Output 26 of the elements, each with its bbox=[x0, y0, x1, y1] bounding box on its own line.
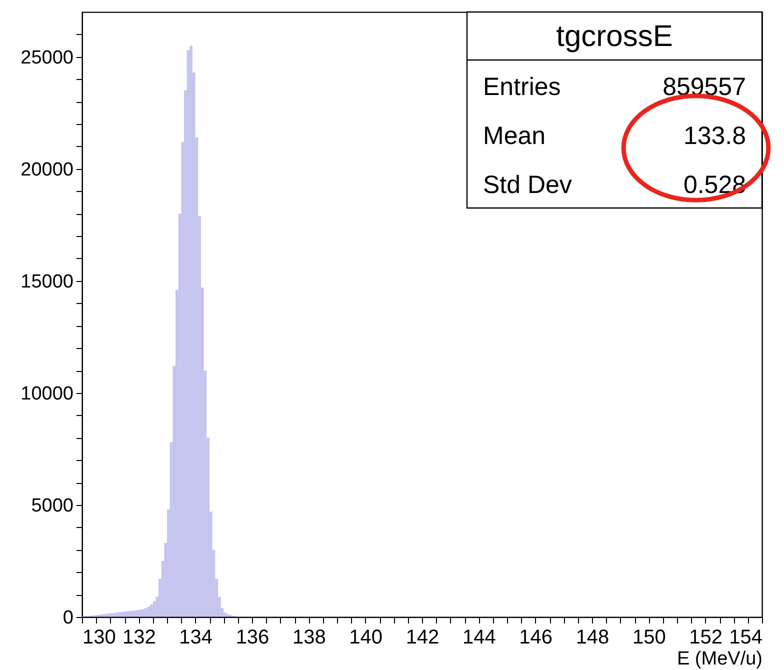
x-tick-label: 138 bbox=[292, 626, 326, 648]
x-tick-label: 146 bbox=[519, 626, 553, 648]
x-tick-label: 142 bbox=[406, 626, 440, 648]
x-tick-label: 132 bbox=[122, 626, 156, 648]
x-tick-label: 148 bbox=[576, 626, 610, 648]
x-tick-label: 136 bbox=[236, 626, 270, 648]
y-tick-label: 10000 bbox=[20, 383, 74, 404]
x-tick-label: 140 bbox=[349, 626, 383, 648]
y-tick-label: 5000 bbox=[31, 495, 74, 516]
x-axis-title: E (MeV/u) bbox=[676, 648, 762, 670]
x-tick-label: 150 bbox=[632, 626, 666, 648]
y-tick-label: 25000 bbox=[20, 47, 74, 68]
y-tick-label: 0 bbox=[62, 608, 74, 628]
annotation: 133.8 bbox=[683, 122, 746, 150]
x-tick-label: 130 bbox=[82, 626, 116, 648]
annotation: Std Dev bbox=[483, 171, 572, 199]
x-tick-label: 154 bbox=[729, 626, 762, 648]
x-tick-label: 144 bbox=[462, 626, 496, 648]
x-tick-label: 152 bbox=[689, 626, 723, 648]
annotation: Mean bbox=[483, 122, 546, 150]
y-tick-label: 15000 bbox=[20, 271, 74, 292]
x-tick-label: 134 bbox=[179, 626, 213, 648]
y-tick-label: 20000 bbox=[20, 159, 74, 180]
chart-title: tgcrossE bbox=[556, 20, 673, 53]
annotation: 859557 bbox=[662, 73, 746, 101]
annotation: Entries bbox=[483, 73, 561, 101]
